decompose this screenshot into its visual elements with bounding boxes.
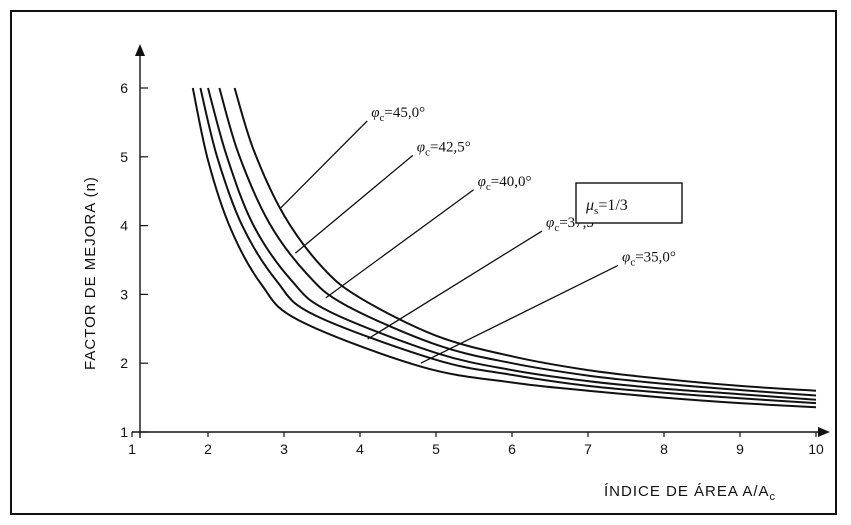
coefficient-box-border xyxy=(575,182,683,224)
x-tick-label: 5 xyxy=(432,441,440,457)
x-tick-label: 10 xyxy=(808,441,824,457)
y-tick-label: 3 xyxy=(120,286,128,302)
x-tick-label: 7 xyxy=(584,441,592,457)
series-line xyxy=(191,87,817,409)
y-tick-label: 1 xyxy=(120,424,128,440)
x-axis-label-sub: c xyxy=(770,491,777,503)
y-tick-label: 5 xyxy=(120,149,128,165)
x-tick-label: 2 xyxy=(204,441,212,457)
x-tick-label: 9 xyxy=(736,441,744,457)
series-line xyxy=(233,87,817,392)
y-tick-label: 4 xyxy=(120,218,128,234)
curve-label-value: =35,0° xyxy=(635,249,676,265)
curve-annotations: φc=45,0°φc=42,5°φc=40,0°φc=37,5°φc=35,0° xyxy=(371,105,676,268)
coefficient-sub: s xyxy=(594,205,598,217)
figure-frame xyxy=(10,10,837,515)
curve-label-sub: c xyxy=(630,256,635,268)
curve-leaders xyxy=(279,120,619,364)
curve-label: φc=42,5° xyxy=(417,139,471,158)
series-line xyxy=(207,87,817,401)
coefficient-text: μs=1/3 xyxy=(585,197,628,217)
curve-label: φc=40,0° xyxy=(478,174,532,193)
x-axis-label: ÍNDICE DE ÁREA A/Ac xyxy=(604,483,776,503)
curve-label-leader xyxy=(367,230,543,340)
x-tick-label: 1 xyxy=(128,441,136,457)
curve-label-leader xyxy=(279,120,368,209)
curve-label-sub: c xyxy=(380,112,385,124)
curve-label-symbol: φ xyxy=(478,174,486,190)
curve-label-value: =45,0° xyxy=(384,105,425,121)
x-tick-label: 3 xyxy=(280,441,288,457)
curve-label-symbol: φ xyxy=(371,105,379,121)
curve-label: φc=35,0° xyxy=(622,249,676,268)
curve-label-symbol: φ xyxy=(546,215,554,231)
x-axis-arrow-icon xyxy=(818,427,830,437)
curves xyxy=(191,87,817,409)
curve-label: φc=45,0° xyxy=(371,105,425,124)
curve-label-symbol: φ xyxy=(622,249,630,265)
curve-label-symbol: φ xyxy=(417,139,425,155)
axis-ticks xyxy=(131,87,817,437)
y-tick-label: 6 xyxy=(120,80,128,96)
coefficient-symbol: μ xyxy=(585,197,594,214)
y-axis-label: FACTOR DE MEJORA (n) xyxy=(82,176,99,370)
curve-label-value: =40,0° xyxy=(491,174,532,190)
x-tick-label: 4 xyxy=(356,441,364,457)
curve-label-leader xyxy=(294,154,414,254)
series-line xyxy=(218,87,817,397)
x-tick-label: 6 xyxy=(508,441,516,457)
y-tick-label: 2 xyxy=(120,355,128,371)
curve-label-sub: c xyxy=(486,181,491,193)
curve-label-sub: c xyxy=(425,146,430,158)
axis-tick-labels: 1 2 3 4 5 6 7 8 9 10 1 2 3 4 5 6 xyxy=(120,80,824,457)
curve-label-sub: c xyxy=(554,222,559,234)
curve-label-value: =42,5° xyxy=(430,139,471,155)
coefficient-box: μs=1/3 xyxy=(575,182,683,224)
x-axis-label-main: ÍNDICE DE ÁREA A/A xyxy=(604,483,770,500)
series-line xyxy=(199,87,817,405)
coefficient-value: =1/3 xyxy=(598,197,627,214)
x-tick-label: 8 xyxy=(660,441,668,457)
curve-label-leader xyxy=(420,264,619,364)
y-axis-arrow-icon xyxy=(135,44,145,56)
curve-label-leader xyxy=(325,189,474,299)
